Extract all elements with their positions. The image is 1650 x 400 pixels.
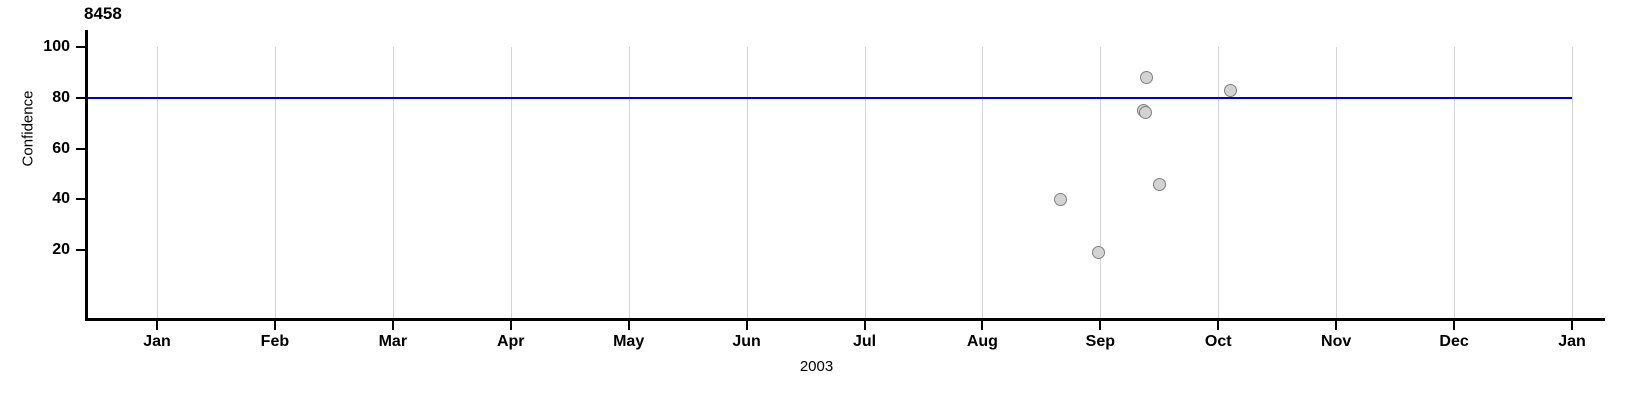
x-tick-label-feb-1: Feb [260, 333, 290, 350]
x-tick-mark [1571, 321, 1573, 330]
gridline-oct-9 [1218, 47, 1220, 318]
x-tick-mark [509, 321, 512, 330]
x-tick-label-sep-8: Sep [1085, 333, 1115, 350]
data-point [1092, 246, 1106, 260]
gridline-may-4 [628, 47, 630, 318]
x-tick-mark [1099, 321, 1102, 330]
data-point [1053, 192, 1067, 206]
data-point [1223, 83, 1237, 97]
x-tick-label-jan-12: Jan [1558, 333, 1586, 350]
x-tick-label-mar-2: Mar [378, 333, 408, 350]
data-point [1138, 106, 1152, 120]
gridline-jan-12 [1572, 47, 1573, 318]
y-tick-label-80: 80 [52, 88, 70, 106]
y-tick-label-40: 40 [52, 190, 70, 208]
x-tick-mark [273, 321, 276, 330]
x-tick-mark [1453, 321, 1456, 330]
x-axis-spine [85, 318, 1605, 321]
y-tick-mark [76, 46, 85, 48]
x-tick-label-jul-6: Jul [852, 333, 877, 350]
plot-area [87, 30, 1647, 320]
y-tick-mark [76, 198, 85, 201]
reference-line [87, 96, 1572, 99]
x-tick-mark [627, 321, 630, 330]
gridline-nov-10 [1336, 47, 1338, 318]
x-tick-label-jun-5: Jun [732, 333, 761, 350]
x-tick-mark [391, 321, 394, 330]
x-tick-label-may-4: May [613, 333, 645, 350]
chart-title: 8458 [84, 4, 122, 23]
y-tick-mark [76, 147, 85, 150]
x-tick-label-dec-11: Dec [1439, 333, 1469, 350]
data-point [1153, 177, 1167, 191]
data-point [1140, 70, 1154, 84]
x-tick-label-aug-7: Aug [966, 333, 998, 350]
gridline-aug-7 [982, 47, 984, 318]
gridline-feb-1 [274, 47, 276, 318]
gridline-sep-8 [1100, 47, 1102, 318]
y-tick-label-60: 60 [52, 139, 70, 157]
gridline-jan-0 [157, 47, 158, 318]
gridline-mar-2 [392, 47, 394, 318]
gridline-apr-3 [510, 47, 512, 318]
gridline-dec-11 [1454, 47, 1456, 318]
y-tick-mark [76, 249, 85, 251]
x-tick-mark [1217, 321, 1220, 330]
x-tick-label-apr-3: Apr [496, 333, 525, 350]
x-tick-mark [981, 321, 984, 330]
x-tick-mark [156, 321, 158, 330]
y-tick-label-20: 20 [52, 241, 70, 258]
x-tick-mark [863, 321, 866, 330]
x-tick-mark [745, 321, 748, 330]
x-tick-label-nov-10: Nov [1321, 333, 1352, 350]
x-tick-label-oct-9: Oct [1204, 333, 1232, 350]
y-tick-label-100: 100 [43, 38, 70, 55]
gridline-jun-5 [746, 47, 748, 318]
gridline-jul-6 [864, 47, 866, 318]
x-tick-label-jan-0: Jan [143, 333, 171, 350]
y-tick-mark [76, 96, 85, 99]
x-axis-title: 2003 [799, 358, 834, 375]
x-tick-mark [1335, 321, 1338, 330]
y-axis-spine [85, 30, 88, 320]
